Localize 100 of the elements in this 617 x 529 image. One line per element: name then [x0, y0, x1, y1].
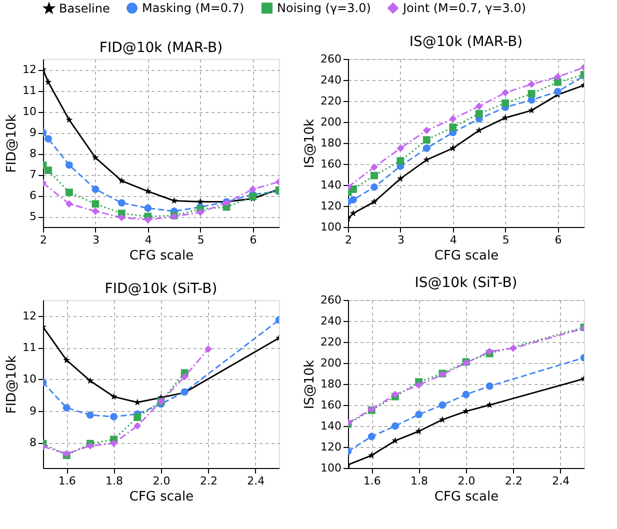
point — [249, 185, 256, 193]
legend-label: Noising (γ=3.0) — [277, 1, 371, 16]
y-tick-label: 11 — [22, 341, 36, 354]
point — [475, 110, 483, 118]
y-tick-label: 11 — [22, 84, 36, 97]
point — [350, 196, 357, 204]
point — [415, 428, 422, 434]
point — [368, 452, 376, 458]
y-axis-title: FID@10k — [4, 114, 20, 173]
point — [196, 208, 204, 216]
y-tick-label: 8 — [30, 147, 36, 160]
point — [502, 99, 510, 107]
point — [92, 186, 100, 193]
point — [528, 106, 536, 114]
point — [86, 442, 94, 450]
y-tick-label: 180 — [320, 378, 342, 390]
x-tick-label: 5 — [197, 234, 204, 246]
point — [134, 422, 142, 430]
y-tick-label: 200 — [320, 356, 342, 370]
point — [422, 126, 430, 134]
chart-title: IS@10k (MAR-B) — [409, 34, 523, 50]
y-tick-label: 260 — [320, 294, 342, 306]
point — [92, 154, 99, 161]
y-tick-label: 120 — [320, 440, 342, 454]
point — [449, 115, 457, 123]
legend-label: Joint (M=0.7, γ=3.0) — [402, 1, 526, 16]
y-tick-label: 12 — [22, 63, 36, 76]
x-axis-title: CFG scale — [434, 248, 499, 264]
x-tick-label: 2.4 — [552, 474, 570, 488]
point — [422, 136, 430, 144]
point — [144, 216, 152, 224]
point — [415, 381, 423, 389]
point — [449, 124, 457, 131]
legend-label: Baseline — [59, 2, 110, 16]
point — [528, 90, 536, 98]
point — [118, 214, 126, 222]
y-tick-label: 120 — [320, 200, 342, 212]
y-axis-title: FID@10k — [4, 354, 20, 414]
x-tick-label: 5 — [502, 234, 510, 246]
point — [396, 174, 404, 182]
y-tick-label: 160 — [320, 398, 342, 412]
x-tick-label: 2.2 — [504, 474, 522, 488]
point — [449, 144, 456, 152]
y-tick-label: 9 — [30, 126, 36, 139]
point — [350, 210, 357, 216]
y-tick-label: 7 — [30, 168, 36, 181]
point — [423, 156, 430, 163]
x-tick-label: 6 — [250, 234, 257, 246]
point — [170, 197, 178, 204]
y-axis-title: IS@10k — [302, 359, 318, 410]
y-tick-label: 100 — [320, 462, 342, 474]
point — [350, 185, 357, 193]
point — [66, 161, 73, 169]
point — [554, 73, 562, 81]
x-tick-label: 6 — [554, 234, 562, 246]
point — [62, 404, 70, 412]
y-tick-label: 5 — [30, 210, 36, 223]
point — [66, 188, 73, 196]
point — [528, 80, 536, 88]
y-tick-label: 200 — [320, 116, 342, 128]
point — [392, 436, 399, 444]
y-tick-label: 240 — [320, 314, 342, 328]
x-tick-label: 1.6 — [363, 474, 381, 488]
y-tick-label: 12 — [22, 309, 36, 322]
x-tick-label: 1.6 — [58, 474, 76, 488]
point — [509, 344, 517, 352]
point — [118, 199, 126, 207]
point — [422, 144, 430, 152]
point — [370, 163, 378, 171]
point — [391, 422, 399, 430]
y-tick-label: 140 — [320, 178, 342, 192]
y-tick-label: 10 — [22, 105, 36, 118]
x-axis-title: CFG scale — [434, 490, 499, 504]
point — [396, 157, 404, 165]
y-tick-label: 260 — [320, 52, 342, 66]
point — [204, 345, 212, 353]
point — [486, 382, 494, 390]
y-tick-label: 180 — [320, 136, 342, 150]
point — [134, 414, 142, 421]
point — [180, 373, 188, 380]
point — [110, 412, 118, 420]
y-axis-title: IS@10k — [302, 118, 318, 168]
point — [86, 377, 94, 384]
point — [63, 356, 70, 364]
point — [118, 177, 126, 184]
point — [110, 392, 118, 400]
point — [92, 208, 100, 215]
legend-label: Masking (M=0.7) — [142, 1, 244, 16]
point — [44, 166, 52, 174]
y-tick-label: 160 — [320, 158, 342, 170]
point — [462, 390, 470, 398]
y-tick-label: 140 — [320, 420, 342, 432]
point — [86, 411, 94, 419]
y-tick-label: 100 — [320, 220, 342, 234]
point — [66, 200, 73, 208]
x-tick-label: 2.0 — [152, 474, 170, 488]
x-tick-label: 2.0 — [458, 474, 476, 488]
x-tick-label: 2.2 — [200, 474, 218, 488]
point — [438, 416, 446, 423]
x-tick-label: 1.8 — [106, 474, 124, 488]
